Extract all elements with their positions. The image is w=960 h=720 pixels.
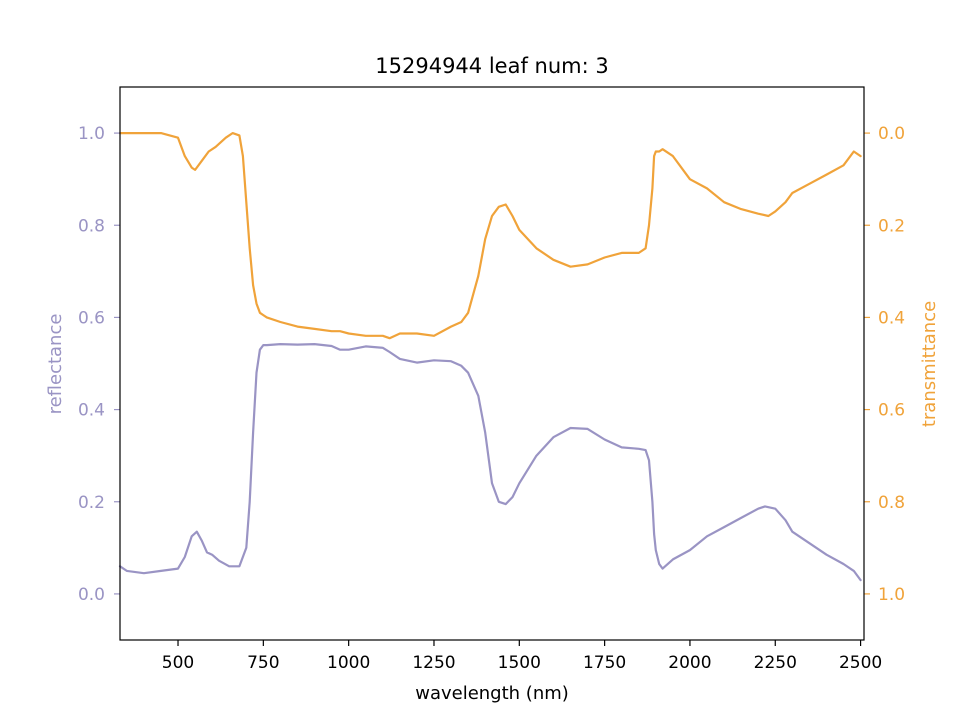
- right-tick-label: 1.0: [878, 585, 905, 605]
- left-axis-ticks: 0.0 0.2 0.4 0.6 0.8 1.0: [78, 124, 120, 605]
- chart-title: 15294944 leaf num: 3: [375, 54, 608, 78]
- x-axis-ticks: 500 750 1000 1250 1500 1750 2000 2250 2500: [162, 640, 882, 673]
- x-tick-label: 750: [247, 653, 279, 673]
- right-tick-label: 0.6: [878, 401, 905, 421]
- right-tick-label: 0.2: [878, 216, 905, 236]
- left-tick-label: 1.0: [78, 124, 105, 144]
- right-axis-ticks: 0.0 0.2 0.4 0.6 0.8 1.0: [864, 124, 905, 605]
- x-tick-label: 2500: [839, 653, 882, 673]
- x-tick-label: 1000: [327, 653, 370, 673]
- x-tick-label: 1500: [498, 653, 541, 673]
- transmittance-line: [118, 132, 862, 340]
- right-tick-label: 0.4: [878, 308, 905, 328]
- x-tick-label: 2000: [668, 653, 711, 673]
- right-tick-label: 0.0: [878, 124, 905, 144]
- x-axis-label: wavelength (nm): [415, 683, 569, 704]
- left-axis-label: reflectance: [45, 314, 66, 415]
- left-tick-label: 0.6: [78, 308, 105, 328]
- left-tick-label: 0.8: [78, 216, 105, 236]
- series-layer: [118, 132, 862, 582]
- plot-frame: [119, 86, 865, 641]
- x-tick-label: 1250: [412, 653, 455, 673]
- left-tick-label: 0.0: [78, 585, 105, 605]
- reflectance-line: [118, 343, 862, 582]
- right-axis-label: transmittance: [919, 301, 940, 427]
- x-tick-label: 500: [162, 653, 194, 673]
- x-tick-label: 2250: [754, 653, 797, 673]
- x-tick-label: 1750: [583, 653, 626, 673]
- left-tick-label: 0.2: [78, 493, 105, 513]
- right-tick-label: 0.8: [878, 493, 905, 513]
- left-tick-label: 0.4: [78, 401, 105, 421]
